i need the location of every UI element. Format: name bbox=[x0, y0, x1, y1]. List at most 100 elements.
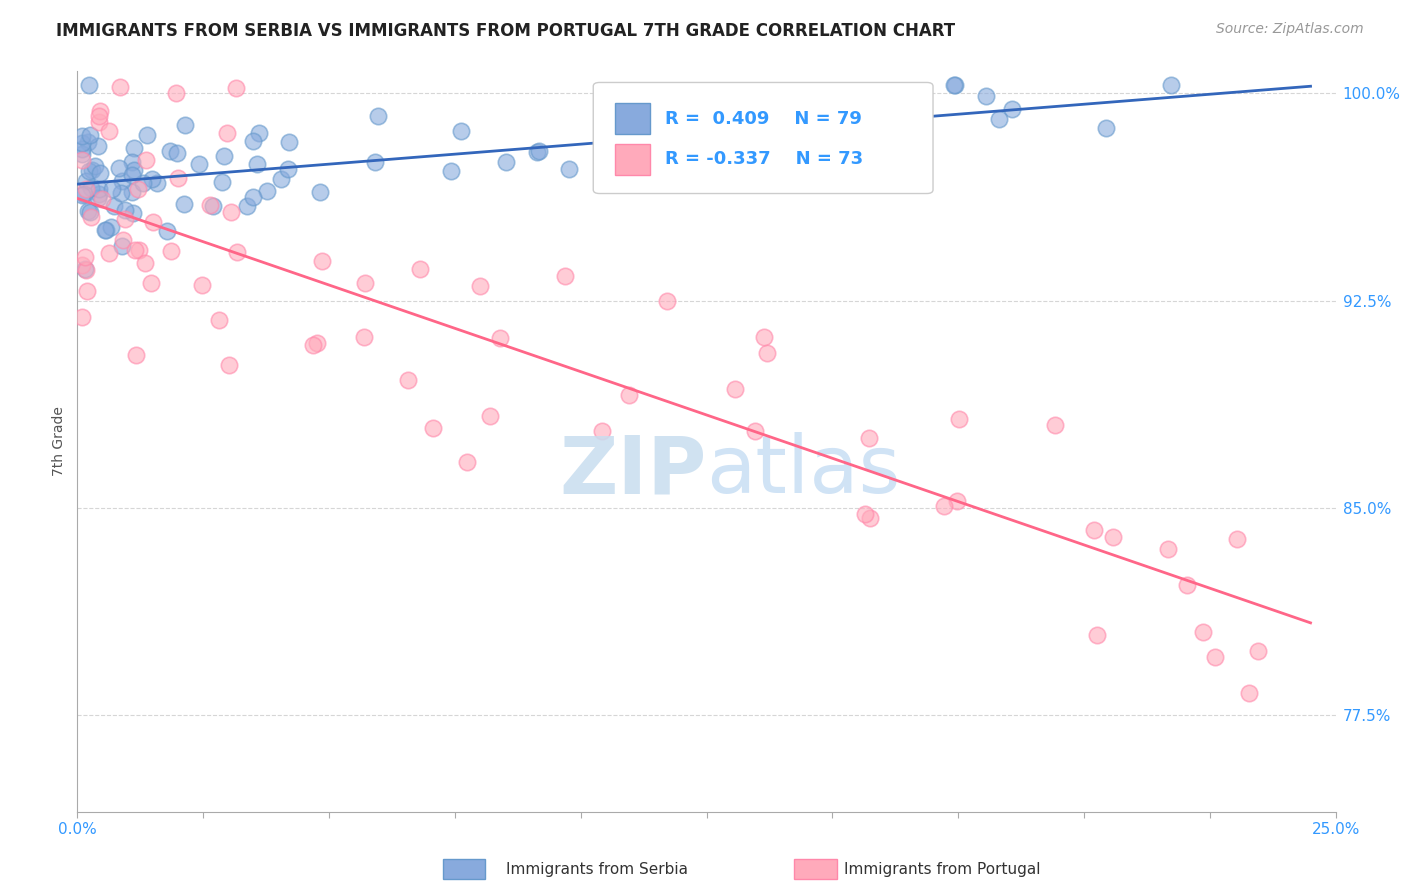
Point bbox=[1095, 121, 1118, 136]
Point bbox=[242, 134, 264, 148]
Point bbox=[1204, 649, 1226, 664]
Point bbox=[111, 233, 134, 247]
Point bbox=[478, 409, 501, 423]
Point bbox=[141, 172, 163, 186]
Point bbox=[75, 182, 97, 196]
Point bbox=[853, 507, 876, 521]
Point bbox=[72, 153, 94, 168]
Point bbox=[752, 329, 775, 343]
Point bbox=[76, 135, 98, 149]
Y-axis label: 7th Grade: 7th Grade bbox=[52, 407, 66, 476]
Point bbox=[224, 81, 246, 95]
Point bbox=[945, 78, 967, 92]
Point bbox=[124, 243, 146, 257]
Point bbox=[107, 161, 129, 175]
Point bbox=[858, 430, 880, 444]
Point bbox=[367, 109, 389, 123]
Point bbox=[591, 424, 613, 438]
Point bbox=[174, 118, 197, 132]
Point bbox=[110, 80, 132, 95]
Point bbox=[1085, 628, 1108, 642]
Point bbox=[121, 168, 143, 182]
Point bbox=[80, 162, 103, 177]
Point bbox=[1157, 541, 1180, 556]
Point bbox=[124, 141, 146, 155]
Text: ZIP: ZIP bbox=[560, 432, 707, 510]
Point bbox=[111, 239, 134, 253]
Point bbox=[256, 184, 278, 198]
Point bbox=[440, 164, 463, 178]
Point bbox=[246, 157, 269, 171]
Point bbox=[1001, 102, 1024, 116]
Point bbox=[236, 199, 259, 213]
Point bbox=[468, 279, 491, 293]
Point bbox=[191, 278, 214, 293]
Point bbox=[309, 185, 332, 199]
Point bbox=[987, 112, 1010, 126]
Point bbox=[72, 146, 94, 161]
Text: R = -0.337    N = 73: R = -0.337 N = 73 bbox=[665, 151, 863, 169]
Point bbox=[127, 181, 149, 195]
Point bbox=[111, 174, 134, 188]
Point bbox=[87, 191, 110, 205]
FancyBboxPatch shape bbox=[593, 82, 934, 194]
Point bbox=[121, 185, 143, 199]
Point bbox=[94, 223, 117, 237]
Point bbox=[87, 109, 110, 123]
Point bbox=[72, 258, 94, 272]
Point bbox=[456, 455, 478, 469]
Point bbox=[396, 373, 419, 387]
Point bbox=[139, 276, 162, 290]
Point bbox=[72, 187, 94, 202]
Point bbox=[527, 144, 550, 158]
Text: IMMIGRANTS FROM SERBIA VS IMMIGRANTS FROM PORTUGAL 7TH GRADE CORRELATION CHART: IMMIGRANTS FROM SERBIA VS IMMIGRANTS FRO… bbox=[56, 22, 955, 40]
Point bbox=[211, 175, 233, 189]
Point bbox=[202, 199, 225, 213]
Point bbox=[1043, 417, 1066, 432]
Point bbox=[114, 212, 136, 227]
Point bbox=[187, 157, 209, 171]
Point bbox=[72, 310, 94, 325]
Point bbox=[558, 161, 581, 176]
Point bbox=[135, 153, 157, 167]
Point bbox=[80, 181, 103, 195]
Point bbox=[121, 205, 143, 219]
Point bbox=[208, 313, 231, 327]
Point bbox=[79, 204, 101, 219]
Point bbox=[943, 78, 966, 92]
Point bbox=[215, 126, 238, 140]
Text: Immigrants from Serbia: Immigrants from Serbia bbox=[506, 863, 688, 877]
Point bbox=[302, 337, 325, 351]
FancyBboxPatch shape bbox=[614, 103, 650, 135]
Point bbox=[159, 144, 181, 158]
Point bbox=[156, 224, 179, 238]
Point bbox=[270, 171, 292, 186]
Point bbox=[489, 331, 512, 345]
Point bbox=[72, 129, 94, 144]
Point bbox=[128, 243, 150, 257]
Point bbox=[98, 245, 121, 260]
Point bbox=[110, 186, 132, 201]
Point bbox=[77, 163, 100, 178]
Point bbox=[526, 145, 548, 159]
Point bbox=[945, 494, 967, 508]
Point bbox=[76, 204, 98, 219]
Text: R =  0.409    N = 79: R = 0.409 N = 79 bbox=[665, 110, 862, 128]
Point bbox=[495, 155, 517, 169]
Point bbox=[167, 170, 190, 185]
Text: Source: ZipAtlas.com: Source: ZipAtlas.com bbox=[1216, 22, 1364, 37]
Point bbox=[146, 176, 169, 190]
Point bbox=[744, 424, 766, 438]
Point bbox=[354, 276, 377, 290]
Point bbox=[247, 127, 270, 141]
Point bbox=[311, 253, 333, 268]
Point bbox=[97, 124, 120, 138]
Point bbox=[1192, 624, 1215, 639]
Point bbox=[103, 198, 125, 212]
Point bbox=[859, 510, 882, 524]
Text: Immigrants from Portugal: Immigrants from Portugal bbox=[844, 863, 1040, 877]
Point bbox=[100, 219, 122, 234]
Point bbox=[1226, 532, 1249, 546]
Point bbox=[89, 166, 111, 180]
Point bbox=[422, 421, 444, 435]
